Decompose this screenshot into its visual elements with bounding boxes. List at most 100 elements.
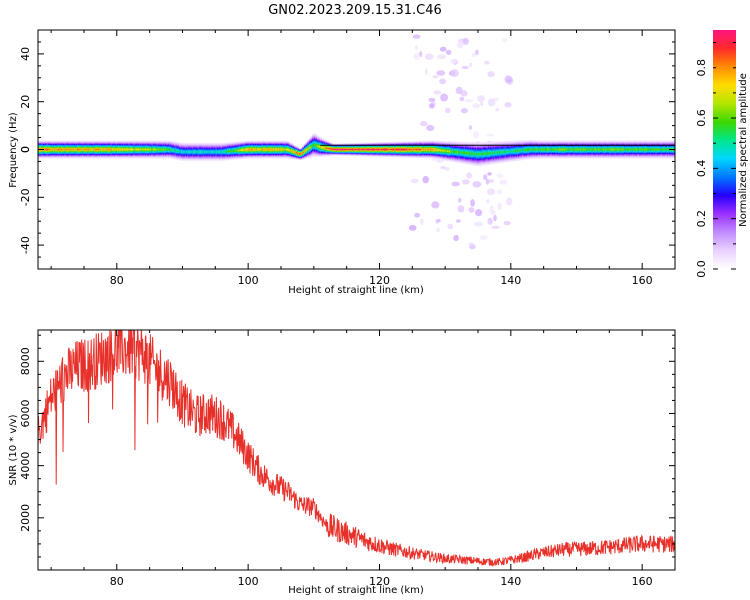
spectrogram-band-cell: [614, 148, 617, 151]
spectrogram-band-cell: [267, 148, 270, 151]
spectrogram-x-tick-label: 140: [500, 274, 521, 287]
spectrogram-band-cell: [144, 148, 147, 151]
spectrogram-noise-blob: [468, 242, 474, 246]
colorbar-tick-label: 0.2: [695, 210, 708, 228]
spectrogram-band-cell: [289, 149, 292, 152]
spectrogram-band-cell: [578, 148, 581, 151]
snr-x-tick-label: 160: [632, 575, 653, 588]
spectrogram-band-cell: [637, 148, 640, 151]
spectrogram-band-cell: [537, 148, 540, 151]
spectrogram-band-cell: [226, 150, 229, 153]
spectrogram-noise-blob: [433, 90, 442, 95]
spectrogram-band-cell: [207, 150, 210, 153]
spectrogram-band-cell: [126, 148, 129, 151]
spectrogram-band-cell: [346, 148, 349, 151]
spectrogram-band-cell: [571, 148, 574, 151]
spectrogram-band-cell: [98, 148, 101, 151]
spectrogram-noise-blob: [499, 180, 508, 185]
spectrogram-band-cell: [395, 148, 398, 151]
spectrogram-noise-blob: [460, 108, 468, 114]
spectrogram-band-cell: [399, 148, 402, 151]
spectrogram-band-cell: [85, 148, 88, 151]
spectrogram-noise-blob: [466, 172, 473, 179]
spectrogram-band-cell: [446, 150, 449, 153]
spectrogram-band-cell: [417, 148, 420, 151]
spectrogram-band-cell: [366, 148, 369, 151]
spectrogram-noise-blob: [487, 71, 495, 78]
spectrogram-band-cell: [586, 148, 589, 151]
spectrogram-band-cell: [519, 149, 522, 152]
spectrogram-band-cell: [193, 150, 197, 153]
spectrogram-band-cell: [69, 148, 72, 151]
spectrogram-band-cell: [482, 152, 485, 155]
spectrogram-band-cell: [551, 148, 554, 151]
spectrogram-band-cell: [379, 148, 382, 151]
spectrogram-band-cell: [583, 148, 586, 151]
spectrogram-band-cell: [497, 151, 500, 154]
spectrogram-band-cell: [302, 151, 305, 154]
spectrogram-band-cell: [558, 148, 561, 151]
spectrogram-band-cell: [59, 148, 62, 151]
spectrogram-band-cell: [468, 152, 471, 155]
spectrogram-band-cell: [167, 148, 170, 151]
spectrogram-band-cell: [111, 148, 114, 151]
snr-frame: [37, 329, 676, 571]
spectrogram-band-cell: [287, 148, 290, 151]
spectrogram-x-tick-label: 100: [238, 274, 259, 287]
snr-series-line: [38, 330, 675, 567]
spectrogram-band-cell: [315, 144, 318, 147]
spectrogram-band-cell: [157, 148, 160, 151]
spectrogram-band-cell: [113, 148, 116, 151]
spectrogram-band-cell: [619, 148, 622, 151]
spectrogram-band-cell: [231, 150, 234, 152]
spectrogram-band-cell: [532, 148, 535, 151]
spectrogram-band-cell: [297, 152, 300, 155]
spectrogram-band-cell: [187, 150, 190, 153]
spectrogram-y-tick-label: -20: [19, 188, 32, 206]
spectrogram-band-cell: [612, 148, 615, 151]
spectrogram-noise-blob: [440, 93, 448, 102]
spectrogram-band-cell: [72, 148, 75, 151]
spectrogram-noise-blob: [468, 125, 473, 130]
spectrogram-band-cell: [625, 148, 628, 151]
spectrogram-band-cell: [510, 150, 513, 153]
spectrogram-band-cell: [666, 148, 669, 151]
spectrogram-band-cell: [121, 148, 124, 151]
spectrogram-band-cell: [295, 152, 298, 154]
spectrogram-noise-blob: [451, 181, 460, 187]
snr-y-axis-label: SNR (10 * v/v): [8, 414, 19, 485]
spectrogram-band-cell: [90, 148, 93, 151]
spectrogram-band-cell: [413, 148, 416, 151]
spectrogram-band-cell: [166, 148, 169, 151]
snr-x-tick-label: 100: [238, 575, 259, 588]
spectrogram-noise-blob: [429, 103, 435, 109]
spectrogram-band-cell: [203, 150, 206, 153]
spectrogram-noise-blob: [487, 98, 496, 107]
spectrogram-band-cell: [95, 148, 98, 151]
spectrogram-noise-blob: [424, 53, 434, 60]
spectrogram-band-cell: [200, 150, 203, 153]
spectrogram-band-cell: [418, 148, 421, 151]
spectrogram-y-tick-label: 0: [19, 146, 32, 153]
colorbar-ticks: 0.0 0.2 0.4 0.6 0.8: [695, 42, 736, 278]
spectrogram-band-cell: [129, 148, 132, 151]
spectrogram-band-cell: [328, 148, 331, 150]
spectrogram-noise-blob: [506, 197, 513, 206]
spectrogram-band-cell: [185, 150, 188, 153]
spectrogram-x-axis-label: Height of straight line (km): [288, 285, 424, 296]
spectrogram-band-cell: [658, 148, 661, 151]
spectrogram-band-cell: [257, 148, 261, 151]
spectrogram-band-cell: [523, 149, 526, 151]
spectrogram-band-cell: [574, 148, 577, 151]
spectrogram-band-cell: [514, 149, 517, 152]
spectrogram-noise-blob: [469, 62, 473, 67]
spectrogram-noise-blob: [437, 218, 441, 223]
spectrogram-band-cell: [591, 148, 594, 151]
spectrogram-band-cell: [622, 148, 625, 151]
spectrogram-band-cell: [381, 148, 384, 151]
spectrogram-band-cell: [93, 148, 96, 151]
spectrogram-band-cell: [75, 148, 78, 151]
spectrogram-band-cell: [79, 148, 82, 151]
spectrogram-band-cell: [456, 151, 459, 154]
